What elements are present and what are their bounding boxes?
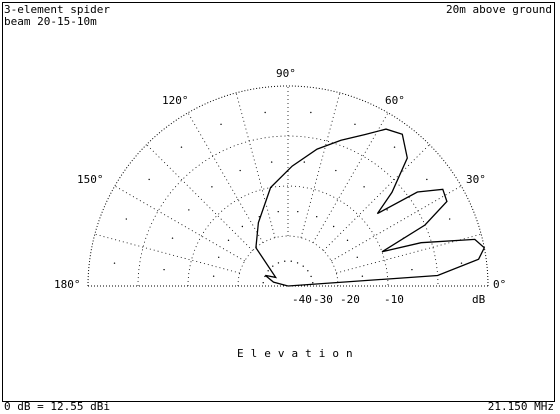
grid-dot	[180, 146, 183, 148]
angle-label-30: 30°	[466, 173, 486, 186]
grid-dot	[211, 186, 213, 188]
angle-label-90: 90°	[276, 67, 296, 80]
grid-dot	[220, 123, 222, 126]
grid-spoke	[94, 233, 240, 274]
grid-dot	[270, 161, 273, 163]
title-line-2: beam 20-15-10m	[4, 15, 97, 28]
grid-dot	[277, 210, 279, 213]
grid-spoke	[114, 185, 245, 262]
grid-dot	[312, 282, 314, 284]
grid-spoke	[235, 92, 276, 238]
grid-dot	[448, 218, 451, 220]
grid-dot	[218, 256, 220, 258]
grid-dot	[267, 270, 269, 272]
grid-dot	[239, 169, 241, 172]
grid-dot	[125, 218, 128, 220]
grid-dot	[264, 111, 266, 114]
angle-label-150: 150°	[77, 173, 104, 186]
grid-dot	[171, 237, 174, 239]
db-label-minus10: -10	[384, 293, 404, 306]
grid-dot	[241, 225, 244, 228]
grid-dot	[296, 262, 299, 264]
grid-dot	[272, 265, 274, 267]
db-label-minus20: -20	[340, 293, 360, 306]
plot-frame	[2, 2, 555, 402]
grid-dot	[386, 209, 388, 211]
grid-dot	[113, 262, 116, 264]
title-line-1: 3-element spider	[4, 3, 110, 16]
grid-dot	[262, 282, 264, 284]
grid-dot	[297, 210, 299, 213]
grid-spoke	[146, 144, 253, 251]
grid-dot	[356, 256, 358, 258]
grid-dot	[290, 260, 292, 262]
reference-gain: 0 dB = 12.55 dBi	[4, 400, 110, 413]
frequency-readout: 21.150 MHz	[487, 400, 554, 413]
db-label-minus40: -40	[292, 293, 312, 306]
grid-circle	[187, 185, 389, 287]
polar-grid	[87, 85, 489, 287]
plot-label-elevation: Elevation	[237, 347, 360, 360]
grid-dot	[148, 178, 150, 181]
grid-spoke	[300, 92, 341, 238]
grid-spoke	[187, 112, 264, 243]
grid-dot	[426, 178, 428, 181]
angle-label-0: 0°	[493, 278, 507, 291]
db-label-unit: dB	[472, 293, 486, 306]
db-label-minus30: -30	[313, 293, 333, 306]
grid-circle	[237, 235, 339, 287]
grid-dot	[411, 268, 413, 271]
grid-circle-outer	[87, 85, 489, 287]
grid-dot	[302, 265, 304, 267]
angle-label-60: 60°	[385, 94, 405, 107]
grid-dot	[363, 186, 365, 188]
grid-dot	[284, 260, 286, 262]
grid-dot	[277, 262, 280, 264]
grid-dot	[310, 111, 312, 114]
grid-dot	[227, 239, 230, 242]
grid-dot	[393, 146, 396, 148]
grid-dot	[307, 270, 309, 272]
grid-dot	[316, 216, 318, 218]
angle-label-180: 180°	[54, 278, 81, 291]
grid-dot	[332, 225, 335, 228]
grid-dot	[361, 275, 364, 277]
grid-dot	[346, 239, 349, 242]
grid-dot	[460, 262, 463, 264]
grid-dot	[303, 161, 306, 163]
grid-spoke	[331, 185, 462, 262]
grid-spoke	[312, 112, 389, 243]
grid-dot	[354, 123, 356, 126]
radiation-pattern-line	[255, 128, 486, 287]
grid-dot	[310, 275, 312, 278]
grid-dot	[212, 275, 215, 277]
grid-spoke	[323, 144, 430, 251]
grid-dot	[335, 169, 337, 172]
height-note: 20m above ground	[446, 3, 552, 16]
grid-dot	[188, 209, 190, 211]
grid-dot	[163, 268, 165, 271]
angle-label-120: 120°	[162, 94, 189, 107]
